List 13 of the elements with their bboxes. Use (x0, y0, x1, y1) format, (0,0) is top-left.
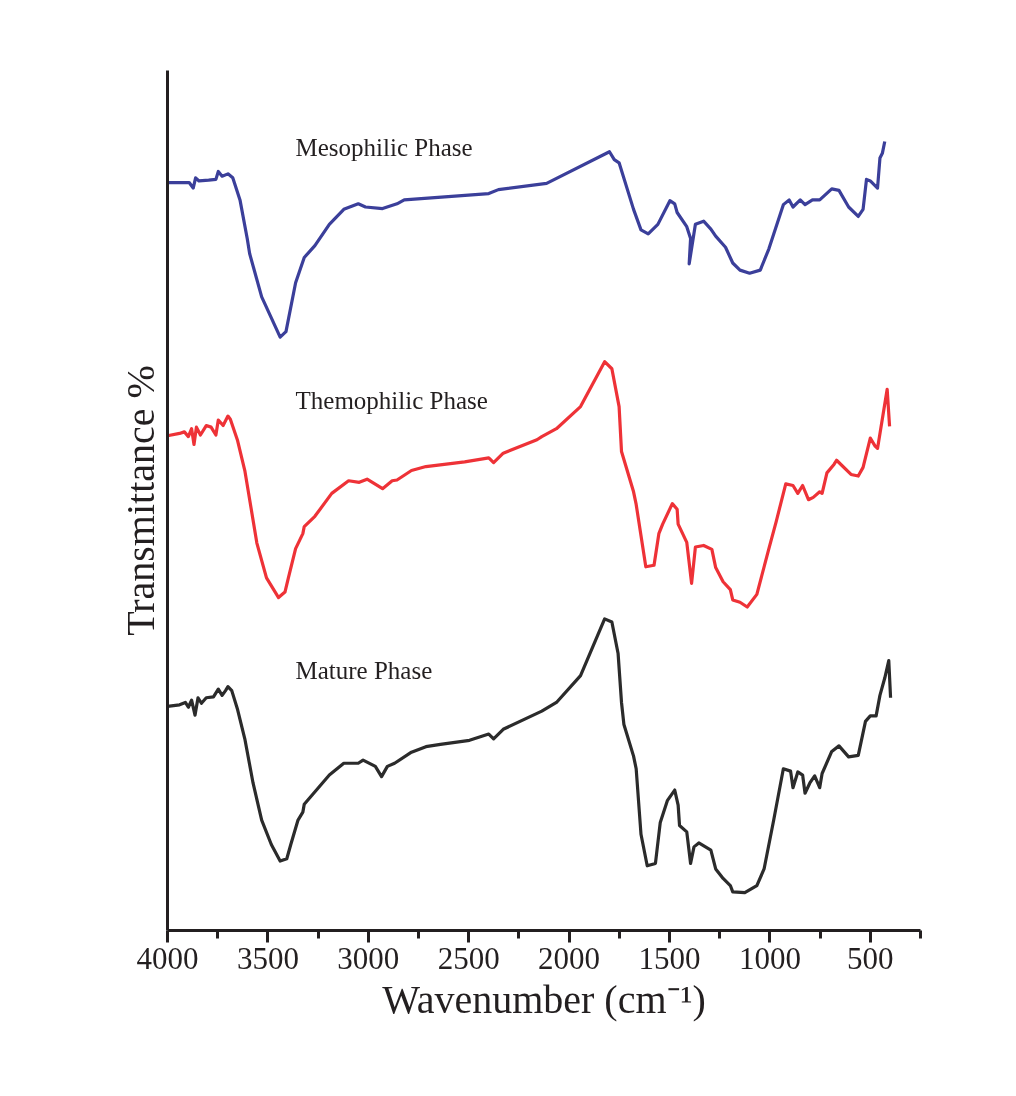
series-label: Themophilic Phase (295, 386, 488, 414)
series-label: Mesophilic Phase (295, 133, 473, 161)
text: Mature Phase (295, 657, 433, 685)
x-tick-label: 3500 (236, 940, 299, 976)
x-tick-label: 2500 (437, 940, 500, 976)
x-tick-label: 1000 (738, 940, 801, 976)
x-tick-label: 500 (847, 940, 894, 976)
y-axis-title: Transmittance % (117, 365, 163, 636)
x-tick-label: 3000 (337, 940, 400, 976)
x-tick-label: 4000 (136, 940, 199, 976)
x-tick-label: 1500 (638, 940, 701, 976)
x-tick-label: 2000 (538, 940, 601, 976)
x-axis-title: Wavenumber (cm⁻¹) (382, 976, 706, 1022)
